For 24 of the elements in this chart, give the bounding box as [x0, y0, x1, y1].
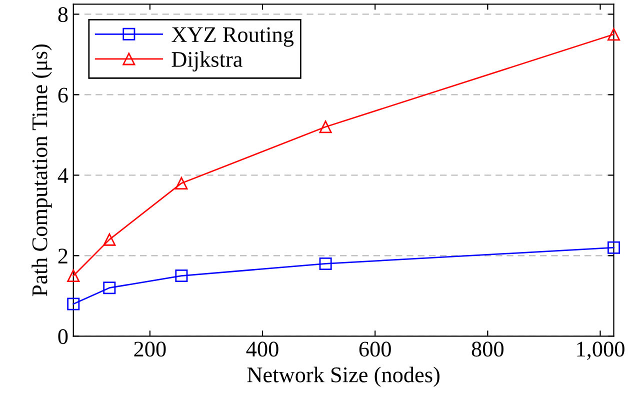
point: [319, 120, 332, 134]
x-axis-title: Network Size (nodes): [247, 366, 440, 387]
x-tick-label: 400: [246, 342, 278, 357]
y-tick-label: 2: [58, 248, 68, 264]
point: [608, 241, 620, 254]
point: [67, 270, 80, 282]
point: [608, 28, 620, 41]
point: [319, 257, 332, 270]
y-tick-label: 0: [58, 329, 68, 344]
point: [103, 233, 116, 246]
point: [67, 298, 80, 310]
y-tick-label: 6: [58, 88, 68, 103]
legend-label: XYZ Routing: [172, 27, 294, 47]
x-tick-label: 200: [134, 342, 166, 357]
point: [175, 270, 188, 282]
y-tick-label: 8: [58, 7, 68, 22]
y-tick-label: 4: [58, 168, 68, 183]
point: [175, 176, 188, 190]
x-tick-label: 800: [472, 342, 504, 357]
x-tick-label: 600: [359, 342, 391, 357]
legend-label: Dijkstra: [172, 51, 242, 72]
point: [103, 282, 116, 294]
y-axis-title: Path Computation Time (μs): [32, 44, 52, 296]
x-tick-label: 1,000: [577, 342, 624, 360]
